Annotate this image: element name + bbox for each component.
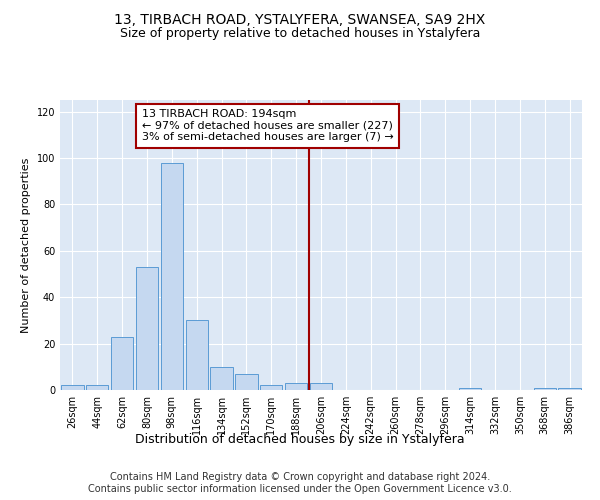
Bar xyxy=(533,388,556,390)
Bar xyxy=(211,367,233,390)
Bar xyxy=(285,383,307,390)
Bar xyxy=(185,320,208,390)
Y-axis label: Number of detached properties: Number of detached properties xyxy=(21,158,31,332)
Bar xyxy=(61,386,83,390)
Bar xyxy=(86,386,109,390)
Text: 13 TIRBACH ROAD: 194sqm
← 97% of detached houses are smaller (227)
3% of semi-de: 13 TIRBACH ROAD: 194sqm ← 97% of detache… xyxy=(142,110,394,142)
Bar xyxy=(459,388,481,390)
Text: 13, TIRBACH ROAD, YSTALYFERA, SWANSEA, SA9 2HX: 13, TIRBACH ROAD, YSTALYFERA, SWANSEA, S… xyxy=(115,12,485,26)
Bar xyxy=(260,386,283,390)
Bar xyxy=(111,336,133,390)
Bar xyxy=(136,267,158,390)
Bar xyxy=(310,383,332,390)
Text: Contains HM Land Registry data © Crown copyright and database right 2024.
Contai: Contains HM Land Registry data © Crown c… xyxy=(88,472,512,494)
Bar xyxy=(559,388,581,390)
Text: Size of property relative to detached houses in Ystalyfera: Size of property relative to detached ho… xyxy=(120,28,480,40)
Text: Distribution of detached houses by size in Ystalyfera: Distribution of detached houses by size … xyxy=(135,432,465,446)
Bar xyxy=(161,162,183,390)
Bar xyxy=(235,374,257,390)
